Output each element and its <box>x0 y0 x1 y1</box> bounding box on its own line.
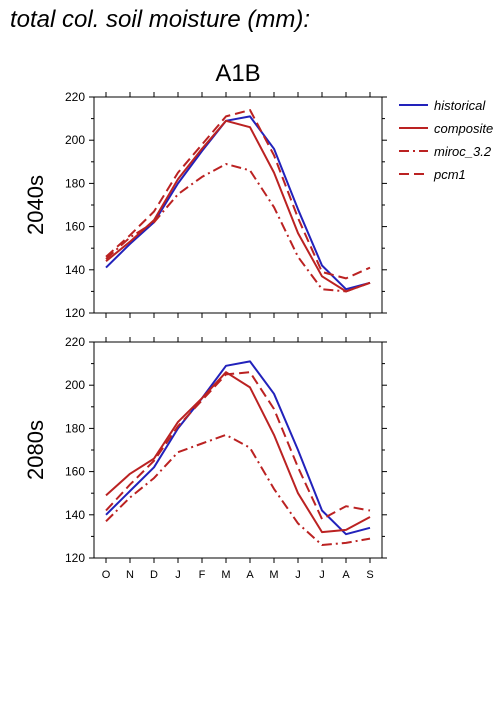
series-line-pcm1 <box>105 371 371 521</box>
legend: historical composite miroc_3.2 pcm1 <box>399 98 493 182</box>
y-tick-label: 160 <box>65 220 85 234</box>
series-line-composite <box>105 371 371 534</box>
y-tick-label: 220 <box>65 335 85 349</box>
y-tick-label: 180 <box>65 421 85 435</box>
chart-title: A1B <box>215 60 260 87</box>
x-tick-label: O <box>102 569 111 581</box>
panel-label: 2040s <box>23 175 48 235</box>
y-tick-label: 160 <box>65 465 85 479</box>
x-tick-label: J <box>295 569 301 581</box>
x-tick-label: D <box>150 569 158 581</box>
panel-2040s: 120 140 160 180 200 220 2040s <box>23 90 387 320</box>
x-tick-label: F <box>199 569 206 581</box>
y-tick-label: 180 <box>65 176 85 190</box>
series-line-historical <box>105 115 371 291</box>
page-title: total col. soil moisture (mm): <box>10 6 311 33</box>
legend-label: pcm1 <box>433 167 466 182</box>
panel-frame <box>93 96 383 314</box>
x-tick-label: M <box>221 569 230 581</box>
series-line-historical <box>105 360 371 536</box>
x-tick-label: S <box>366 569 373 581</box>
y-tick-label: 120 <box>65 306 85 320</box>
x-tick-label: A <box>342 569 350 581</box>
x-tick-label: A <box>246 569 254 581</box>
series-line-pcm1 <box>105 109 371 280</box>
legend-label: historical <box>434 98 486 113</box>
series-line-composite <box>105 119 371 293</box>
x-tick-label: M <box>269 569 278 581</box>
series-line-miroc_3.2 <box>105 433 371 546</box>
y-tick-label: 140 <box>65 508 85 522</box>
x-tick-label: N <box>126 569 134 581</box>
legend-label: miroc_3.2 <box>434 144 492 159</box>
panel-2080s: 120 140 160 180 200 220 O N D J F M A M J J A S 2080s <box>23 335 387 581</box>
panel-label: 2080s <box>23 420 48 480</box>
y-tick-label: 200 <box>65 378 85 392</box>
x-tick-label: J <box>175 569 181 581</box>
y-tick-label: 220 <box>65 90 85 104</box>
y-tick-label: 140 <box>65 263 85 277</box>
series-line-miroc_3.2 <box>105 163 371 293</box>
y-tick-label: 120 <box>65 551 85 565</box>
legend-label: composite <box>434 121 493 136</box>
x-tick-label: J <box>319 569 325 581</box>
panel-frame <box>93 341 383 559</box>
y-tick-label: 200 <box>65 133 85 147</box>
